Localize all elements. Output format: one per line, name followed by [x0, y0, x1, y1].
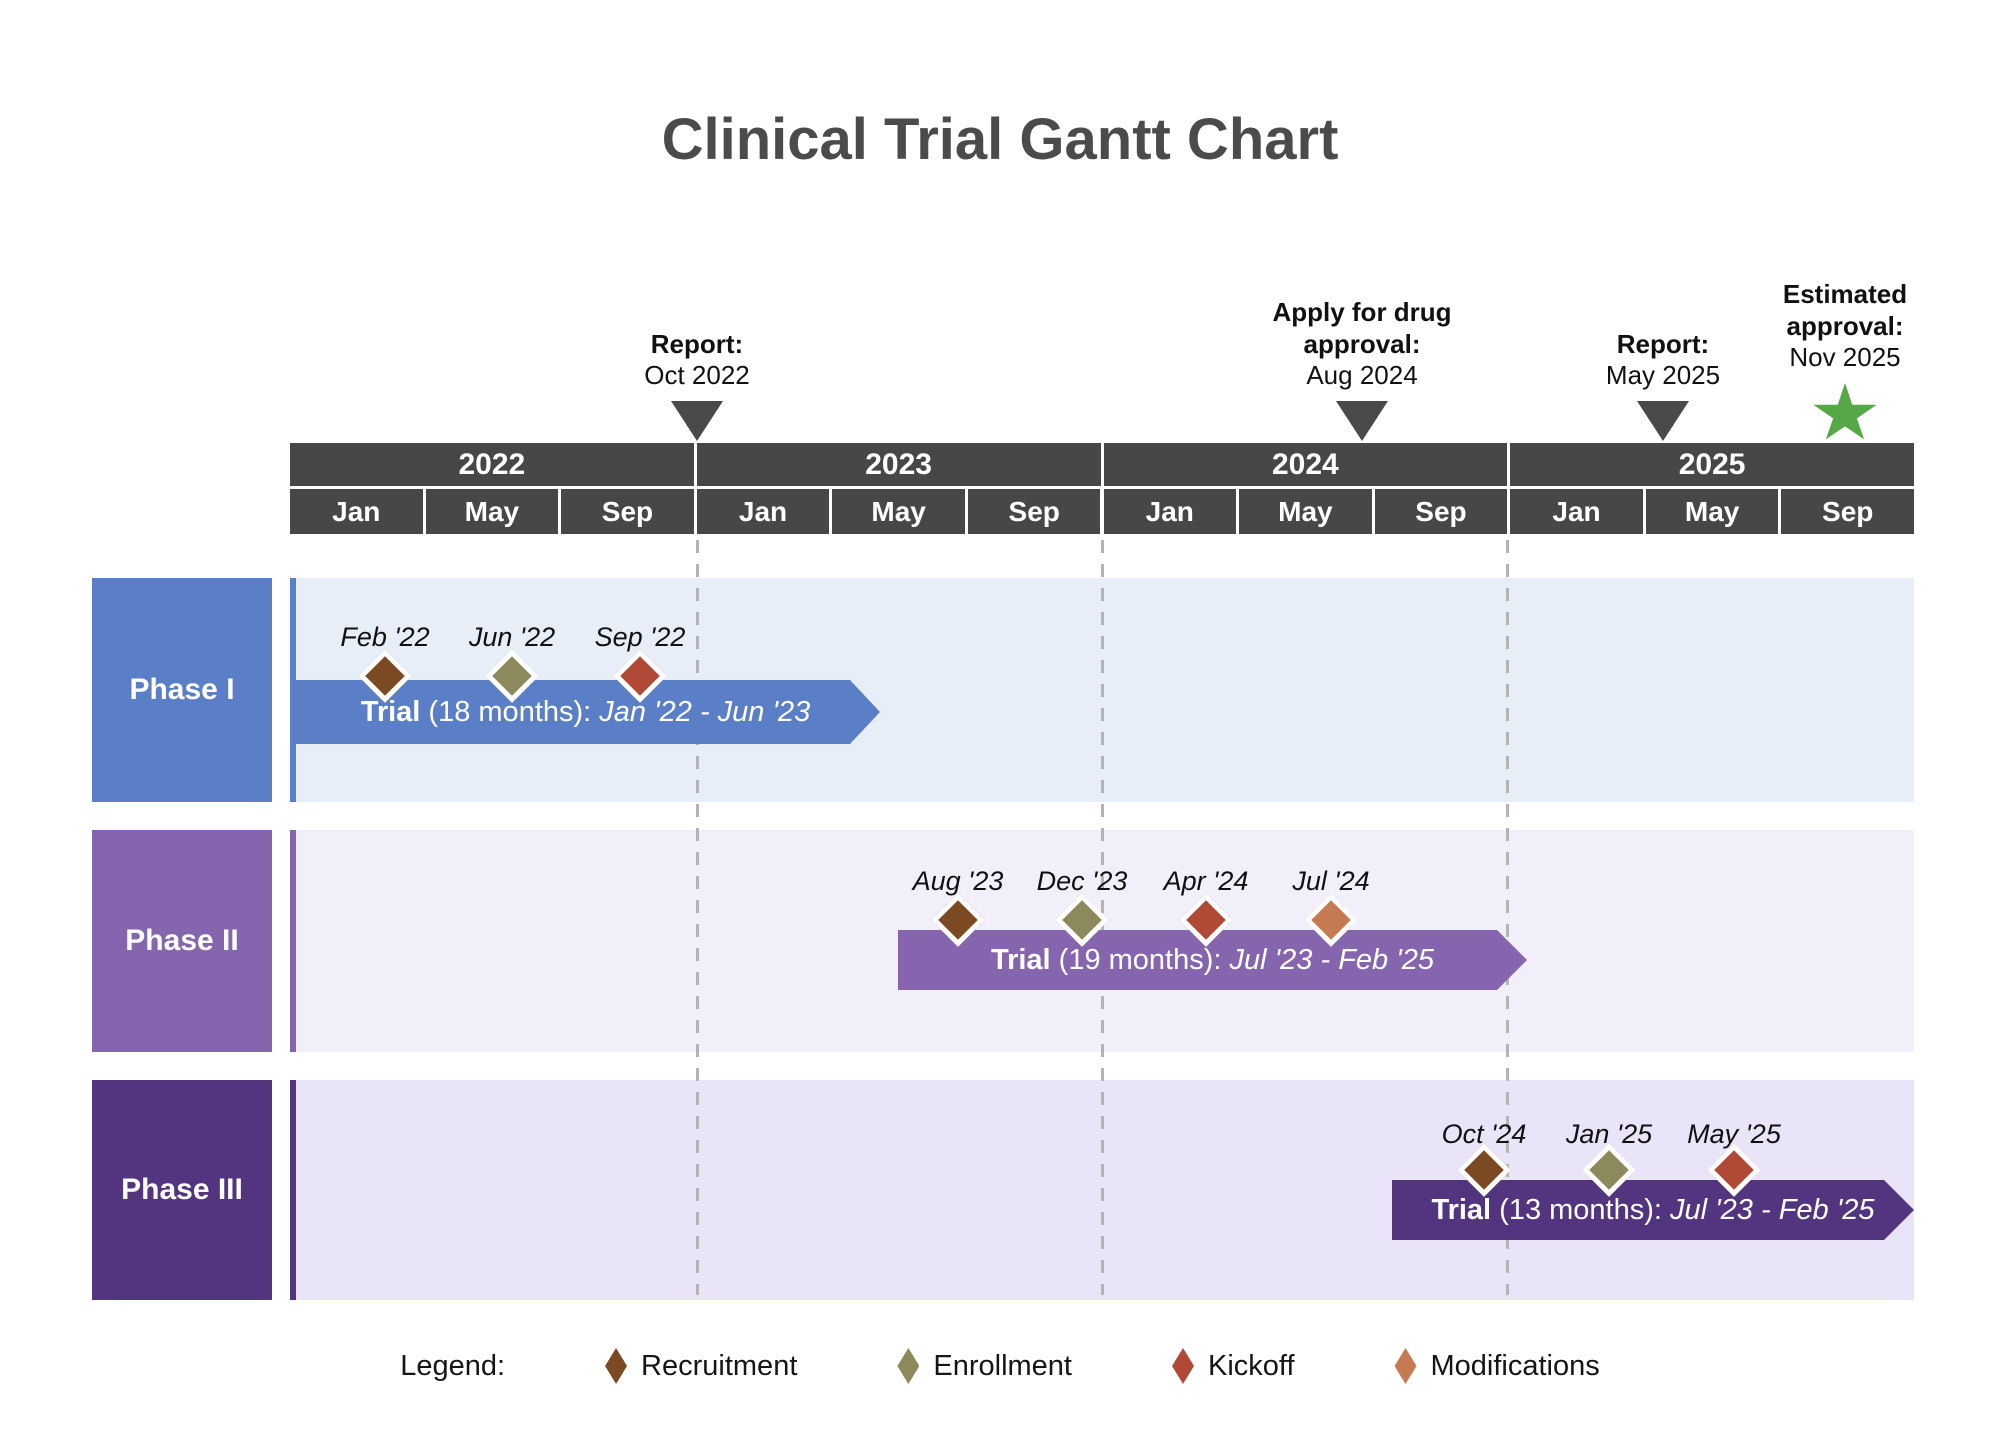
trial-bar-text: Jul '23 - Feb '25	[1229, 943, 1435, 976]
chart-title: Clinical Trial Gantt Chart	[661, 107, 1339, 172]
trial-bar-text: Jan '22 - Jun '23	[599, 695, 811, 728]
month-header-sep-2025: Sep	[1781, 489, 1914, 534]
trial-bar-phase-iii: Trial (13 months): Jul '23 - Feb '25	[1392, 1180, 1914, 1240]
approval-star-icon	[1813, 383, 1877, 440]
annotation-report-oct-2022: Report: Oct 2022	[617, 329, 777, 441]
milestone-date-label: Dec '23	[1036, 866, 1128, 896]
annotation-text: Report: May 2025	[1606, 329, 1720, 391]
annotation-date: Oct 2022	[644, 359, 750, 390]
annotation-apply-drug-approval: Apply for drug approval: Aug 2024	[1252, 297, 1472, 441]
trial-bar-text: Trial	[1431, 1193, 1492, 1226]
month-header-sep-2024: Sep	[1374, 489, 1508, 534]
legend-item-label: Enrollment	[933, 1349, 1072, 1382]
annotation-text: Estimated approval: Nov 2025	[1758, 279, 1933, 373]
milestone-date-label: Apr '24	[1163, 866, 1249, 896]
phase-label-phase-i: Phase I	[92, 578, 272, 802]
milestone-date-label: Feb '22	[340, 622, 430, 652]
legend-item-enrollment: Enrollment	[897, 1348, 1072, 1384]
row-accent-phase-ii	[290, 830, 296, 1052]
month-group-2022: Jan May Sep	[290, 489, 694, 534]
annotation-label: Report:	[1616, 328, 1710, 359]
annotation-date: Nov 2025	[1789, 341, 1901, 372]
legend-diamond-icon-enrollment	[897, 1348, 920, 1384]
annotation-report-may-2025: Report: May 2025	[1578, 329, 1748, 441]
annotation-date: Aug 2024	[1306, 359, 1418, 390]
legend-title: Legend:	[400, 1349, 506, 1382]
milestone-triangle-icon	[1336, 401, 1388, 441]
annotation-label: Report:	[650, 328, 744, 359]
trial-bar-text: Jul '23 - Feb '25	[1670, 1193, 1875, 1226]
annotation-label: Estimated approval:	[1782, 279, 1908, 341]
legend-item-recruitment: Recruitment	[605, 1348, 797, 1384]
month-group-2025: Jan May Sep	[1510, 489, 1914, 534]
trial-bar-text: (18 months):	[420, 695, 600, 728]
month-header-may-2024: May	[1239, 489, 1372, 534]
year-header-2022: 2022	[290, 443, 694, 486]
month-header-may-2022: May	[425, 489, 559, 534]
milestone-date-label: Jun '22	[468, 622, 556, 652]
annotation-text: Apply for drug approval: Aug 2024	[1252, 297, 1472, 391]
year-header-2023: 2023	[696, 443, 1101, 486]
milestone-date-label: Oct '24	[1441, 1119, 1527, 1149]
milestone-date-label: Jul '24	[1292, 866, 1370, 896]
trial-bar-text: (13 months):	[1491, 1193, 1671, 1226]
timeline-year-row: 2022 2023 2024 2025	[290, 443, 1914, 486]
milestone-date-label: Sep '22	[594, 622, 686, 652]
legend-item-label: Recruitment	[641, 1349, 798, 1382]
month-group-2024: Jan May Sep	[1103, 489, 1508, 534]
legend-item-label: Kickoff	[1208, 1349, 1295, 1382]
month-group-2023: Jan May Sep	[696, 489, 1101, 534]
phase-label-phase-ii: Phase II	[92, 830, 272, 1052]
row-accent-phase-iii	[290, 1080, 296, 1300]
legend-diamond-icon-kickoff	[1172, 1348, 1194, 1384]
month-header-may-2025: May	[1645, 489, 1779, 534]
milestone-triangle-icon	[1637, 401, 1689, 441]
year-gridline-2025	[1506, 540, 1509, 1295]
trial-bar-text: (19 months):	[1050, 943, 1230, 976]
milestone-triangle-icon	[671, 401, 723, 441]
milestone-date-label: Jan '25	[1565, 1119, 1653, 1149]
year-header-2025: 2025	[1510, 443, 1914, 486]
legend-diamond-icon-recruitment	[605, 1348, 628, 1384]
phase-label-phase-iii: Phase III	[92, 1080, 272, 1300]
legend-item-modifications: Modifications	[1394, 1348, 1600, 1384]
timeline-month-row: Jan May Sep Jan May Sep Jan May Sep Jan May Sep	[290, 489, 1914, 534]
annotation-date: May 2025	[1605, 359, 1721, 390]
month-header-sep-2022: Sep	[561, 489, 694, 534]
legend-diamond-icon-modifications	[1394, 1348, 1417, 1384]
milestone-date-label: May '25	[1687, 1119, 1781, 1149]
month-header-jan-2024: Jan	[1103, 489, 1237, 534]
trial-bar-text: Trial	[990, 943, 1051, 976]
month-header-sep-2023: Sep	[967, 489, 1101, 534]
legend-item-label: Modifications	[1430, 1349, 1600, 1382]
year-gridline-2023	[696, 540, 699, 1295]
legend-item-kickoff: Kickoff	[1172, 1348, 1295, 1384]
year-header-2024: 2024	[1103, 443, 1508, 486]
annotation-label: Apply for drug approval:	[1272, 297, 1452, 359]
month-header-jan-2023: Jan	[696, 489, 830, 534]
legend: Legend: Recruitment Enrollment Kickoff Modi…	[0, 1348, 2000, 1384]
month-header-jan-2025: Jan	[1510, 489, 1643, 534]
annotation-text: Report: Oct 2022	[644, 329, 750, 391]
trial-bar-text: Trial	[360, 695, 421, 728]
month-header-may-2023: May	[832, 489, 965, 534]
month-header-jan-2022: Jan	[290, 489, 423, 534]
annotation-estimated-approval: Estimated approval: Nov 2025	[1758, 279, 1933, 441]
milestone-date-label: Aug '23	[912, 866, 1004, 896]
